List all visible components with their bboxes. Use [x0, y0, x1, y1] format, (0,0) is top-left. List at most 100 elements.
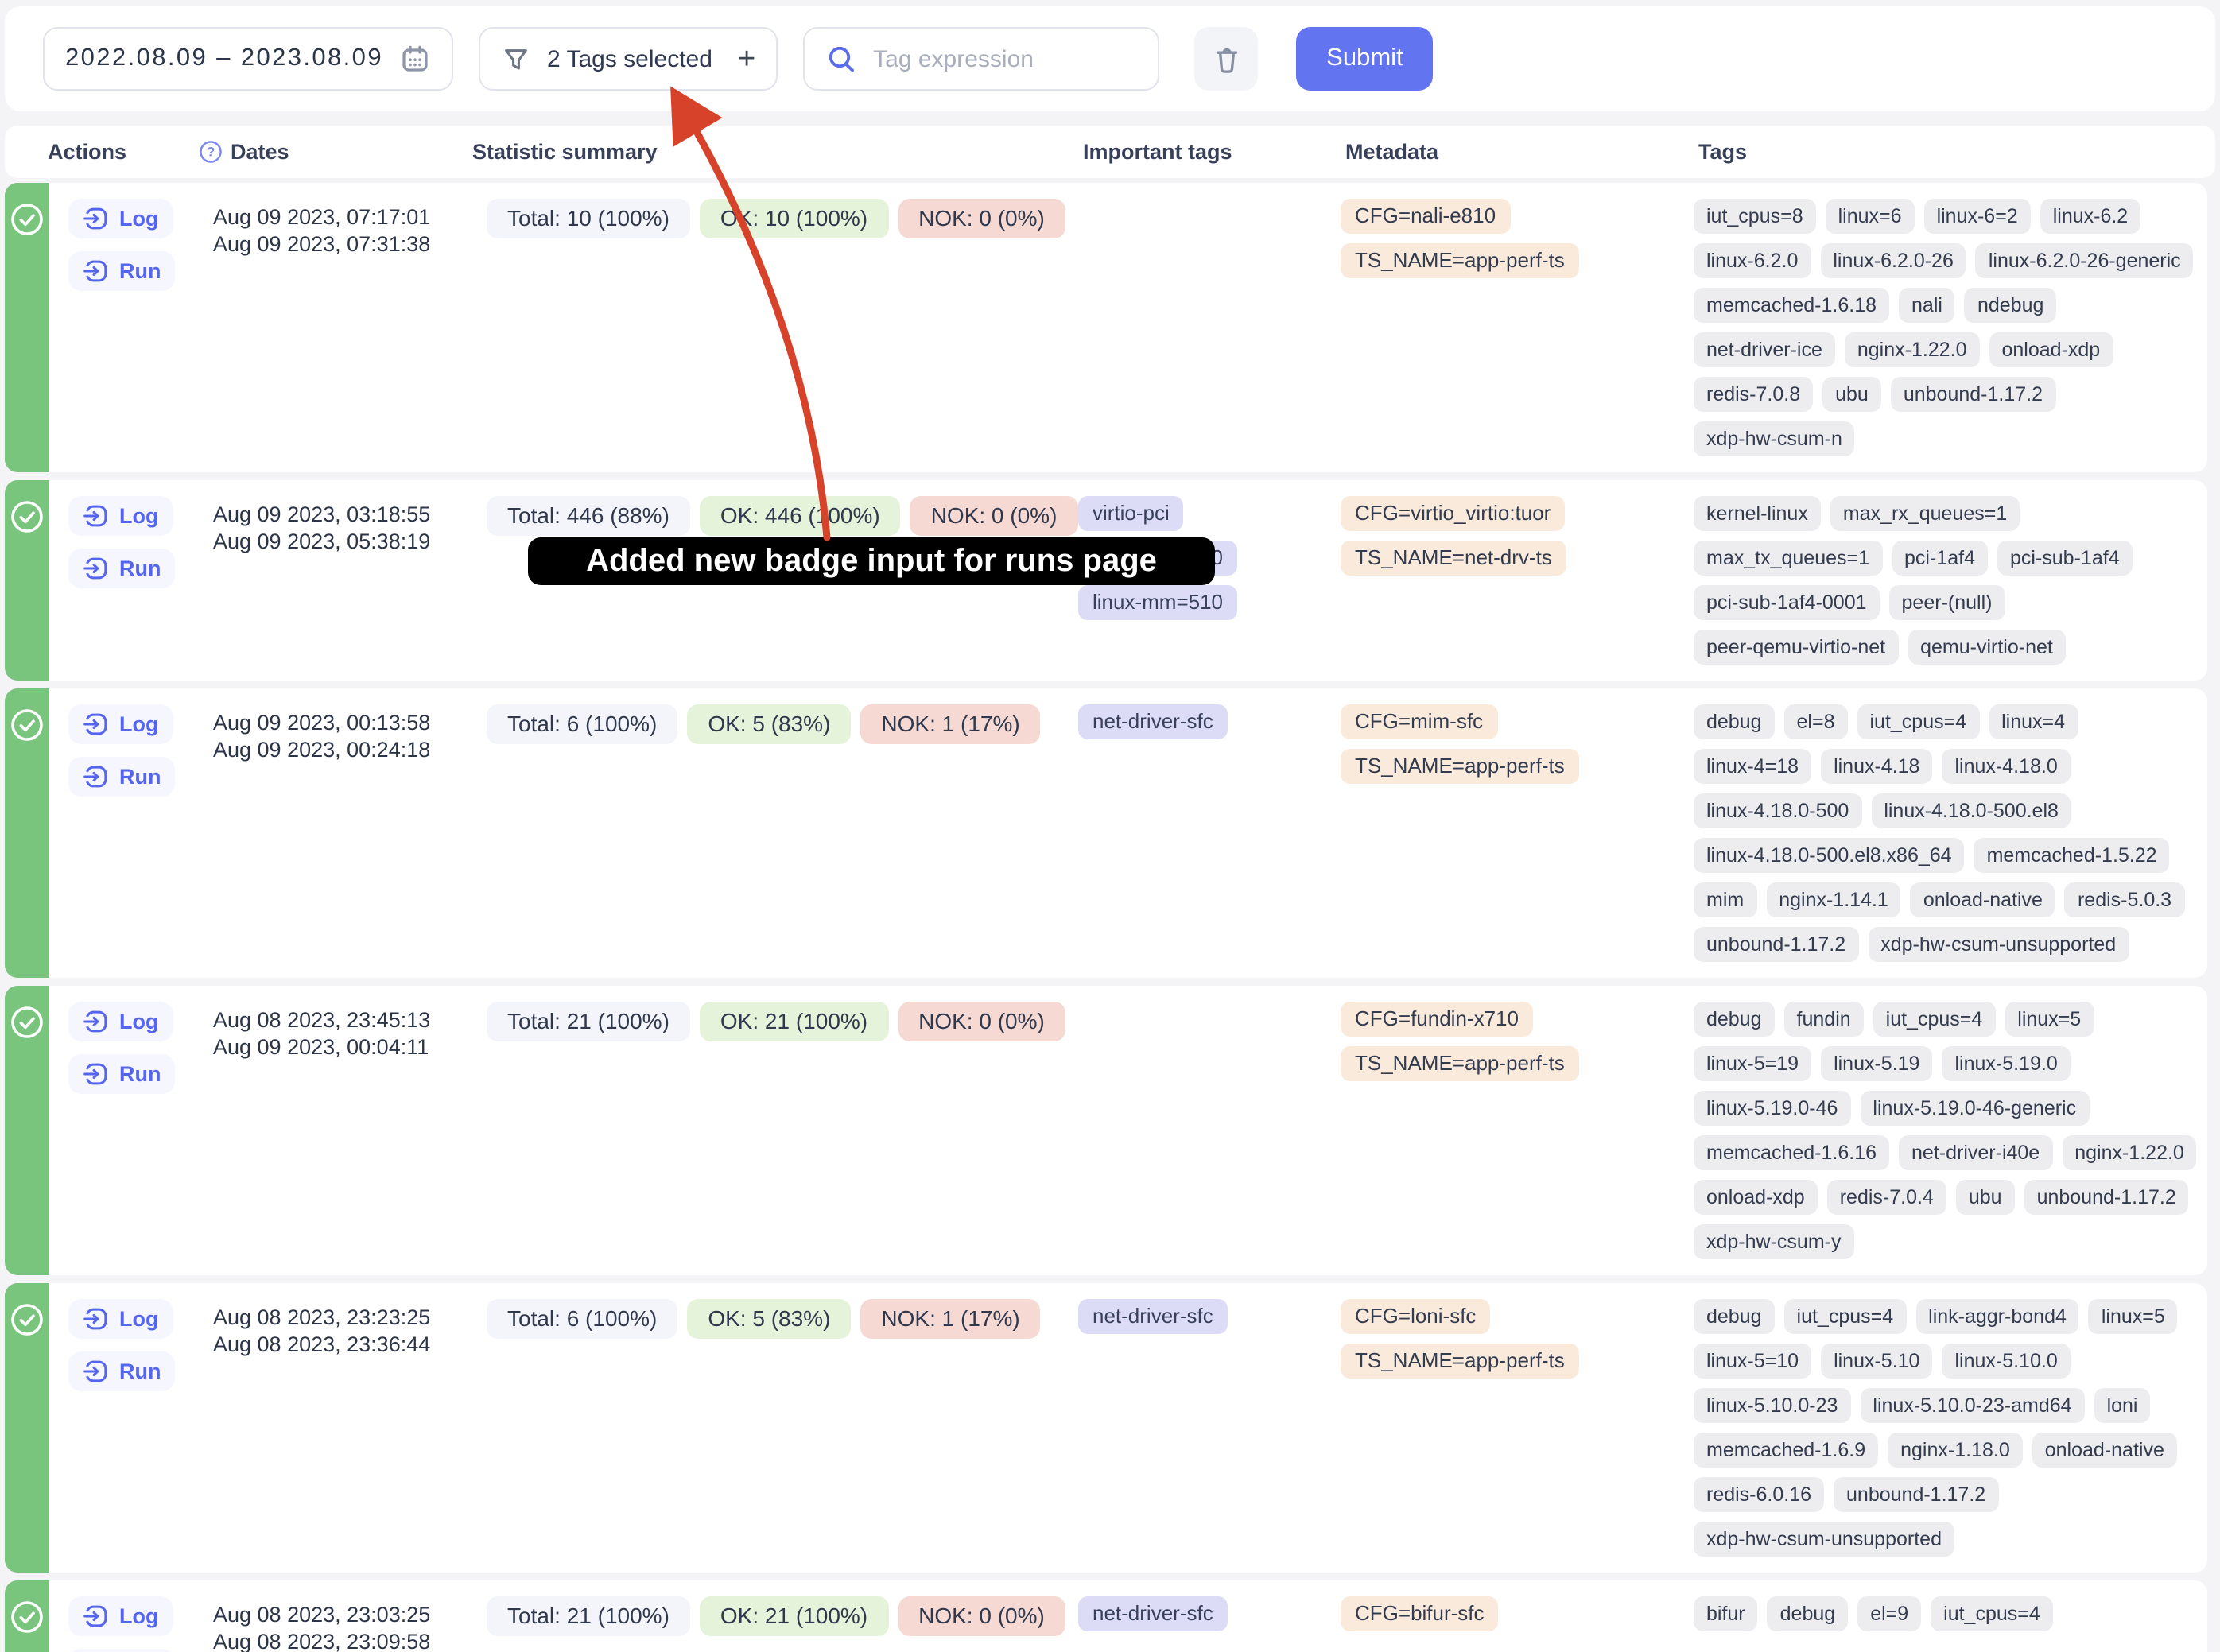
- run-status-bar: [5, 183, 49, 472]
- run-actions: Log Run: [68, 199, 213, 291]
- tag-badge: qemu-virtio-net: [1908, 630, 2066, 665]
- check-circle-icon: [11, 1304, 43, 1336]
- filter-toolbar: 2022.08.09 – 2023.08.09 2 Tags selecte: [5, 6, 2215, 111]
- run-stats: Total: 21 (100%) OK: 21 (100%) NOK: 0 (0…: [487, 1596, 1078, 1636]
- tag-badge: linux-4.18.0: [1942, 749, 2071, 784]
- tag-badge: linux=5: [2005, 1002, 2094, 1037]
- tag-badge: debug: [1767, 1596, 1849, 1631]
- tag-badge: memcached-1.5.22: [1974, 838, 2170, 873]
- tag-badge: nginx-1.14.1: [1766, 882, 1901, 917]
- metadata-badge: TS_NAME=app-perf-ts: [1341, 749, 1579, 784]
- tag-badge: nali: [1899, 288, 1955, 323]
- total-badge: Total: 6 (100%): [487, 1299, 678, 1339]
- nok-badge: NOK: 1 (17%): [860, 1299, 1041, 1339]
- log-icon: [83, 505, 107, 527]
- total-badge: Total: 21 (100%): [487, 1002, 690, 1041]
- metadata-badge: CFG=fundin-x710: [1341, 1002, 1533, 1037]
- metadata-badge: CFG=bifur-sfc: [1341, 1596, 1499, 1631]
- log-button[interactable]: Log: [68, 199, 173, 238]
- add-tag-icon[interactable]: +: [737, 42, 756, 76]
- tag-badge: debug: [1694, 704, 1775, 739]
- log-button[interactable]: Log: [68, 1596, 173, 1636]
- clear-filters-button[interactable]: [1194, 27, 1259, 91]
- ok-badge: OK: 21 (100%): [699, 1002, 889, 1041]
- tag-badge: redis-7.0.8: [1694, 377, 1814, 412]
- metadata-badge: CFG=nali-e810: [1341, 199, 1511, 234]
- tag-badge: iut_cpus=8: [1694, 199, 1816, 234]
- tag-badge: kernel-linux: [1694, 496, 1821, 531]
- tag-badge: linux-6=2: [1923, 199, 2031, 234]
- column-dates: ? Dates: [199, 126, 289, 178]
- run-button[interactable]: Run: [68, 1054, 176, 1094]
- log-button[interactable]: Log: [68, 496, 173, 536]
- run-actions: Log Run: [68, 1596, 213, 1652]
- important-tags: net-driver-sfc: [1078, 704, 1341, 739]
- log-button[interactable]: Log: [68, 1299, 173, 1339]
- metadata-badges: CFG=bifur-sfc: [1341, 1596, 1694, 1631]
- column-metadata: Metadata: [1345, 140, 1439, 164]
- run-button[interactable]: Run: [68, 1351, 176, 1391]
- run-stats: Total: 6 (100%) OK: 5 (83%) NOK: 1 (17%): [487, 1299, 1078, 1339]
- check-circle-icon: [11, 1601, 43, 1633]
- run-dates: Aug 08 2023, 23:45:13 Aug 09 2023, 00:04…: [213, 1002, 487, 1061]
- run-status-bar: [5, 1283, 49, 1573]
- run-icon: [83, 260, 107, 282]
- run-button[interactable]: Run: [68, 251, 176, 291]
- run-row: Log Run Aug 08 2023, 23:23:25 Aug 08 202…: [5, 1283, 2207, 1573]
- tag-badge: memcached-1.6.16: [1694, 1135, 1890, 1170]
- run-actions: Log Run: [68, 1299, 213, 1391]
- tag-badge: redis-5.0.3: [2064, 882, 2185, 917]
- tag-badge: iut_cpus=4: [1873, 1002, 1996, 1037]
- run-dates: Aug 08 2023, 23:03:25 Aug 08 2023, 23:09…: [213, 1596, 487, 1652]
- check-circle-icon: [11, 204, 43, 235]
- tag-badge: redis-7.0.4: [1826, 1180, 1946, 1215]
- run-button[interactable]: Run: [68, 549, 176, 588]
- tag-badge: el=9: [1857, 1596, 1922, 1631]
- run-row: Log Run Aug 08 2023, 23:45:13 Aug 09 202…: [5, 986, 2207, 1275]
- tag-badges: debug fundin iut_cpus=4 linux=5 linux-5=19 li…: [1694, 1002, 2207, 1259]
- run-icon: [83, 1360, 107, 1382]
- tag-badge: linux-5.19: [1821, 1046, 1933, 1081]
- tag-badge: linux-6.2.0-26-generic: [1975, 243, 2194, 278]
- tag-badge: linux=4: [1989, 704, 2078, 739]
- metadata-badge: CFG=loni-sfc: [1341, 1299, 1491, 1334]
- help-icon[interactable]: ?: [199, 140, 223, 164]
- tag-badge: ndebug: [1964, 288, 2057, 323]
- ok-badge: OK: 5 (83%): [687, 1299, 852, 1339]
- tag-badge: net-driver-ice: [1694, 332, 1835, 367]
- tag-badge: linux-5.19.0: [1942, 1046, 2071, 1081]
- log-button[interactable]: Log: [68, 704, 173, 744]
- total-badge: Total: 10 (100%): [487, 199, 690, 238]
- tag-expression-input[interactable]: Tag expression: [803, 27, 1160, 91]
- tag-badge: unbound-1.17.2: [1834, 1477, 1999, 1512]
- submit-button[interactable]: Submit: [1296, 27, 1434, 91]
- tag-badge: nginx-1.18.0: [1888, 1433, 2023, 1468]
- column-actions: Actions: [48, 140, 127, 164]
- ok-badge: OK: 5 (83%): [687, 704, 852, 744]
- important-tag-badge: virtio-pci: [1078, 496, 1184, 531]
- tag-badge: linux-4.18: [1821, 749, 1933, 784]
- metadata-badge: TS_NAME=app-perf-ts: [1341, 243, 1579, 278]
- run-row: Log Run Aug 09 2023, 00:13:58 Aug 09 202…: [5, 688, 2207, 978]
- tag-badge: linux=6: [1825, 199, 1915, 234]
- run-button[interactable]: Run: [68, 757, 176, 797]
- run-button[interactable]: Run: [68, 1649, 176, 1652]
- tag-badge: link-aggr-bond4: [1915, 1299, 2079, 1334]
- date-range-picker[interactable]: 2022.08.09 – 2023.08.09: [43, 27, 453, 91]
- metadata-badge: TS_NAME=app-perf-ts: [1341, 1046, 1579, 1081]
- tag-badge: linux-4.18.0-500.el8: [1871, 793, 2071, 828]
- tag-badge: linux-5.10: [1821, 1344, 1933, 1379]
- tag-badge: onload-xdp: [1694, 1180, 1818, 1215]
- tag-badge: linux-4.18.0-500: [1694, 793, 1862, 828]
- tags-filter-button[interactable]: 2 Tags selected +: [479, 27, 778, 91]
- funnel-icon: [501, 44, 531, 74]
- run-icon: [83, 1063, 107, 1085]
- metadata-badge: CFG=virtio_virtio:tuor: [1341, 496, 1566, 531]
- run-status-bar: [5, 688, 49, 978]
- tag-badge: fundin: [1783, 1002, 1864, 1037]
- check-circle-icon: [11, 709, 43, 741]
- log-button[interactable]: Log: [68, 1002, 173, 1041]
- tag-badge: redis-6.0.16: [1694, 1477, 1825, 1512]
- run-actions: Log Run: [68, 1002, 213, 1094]
- tag-badge: max_tx_queues=1: [1694, 541, 1883, 576]
